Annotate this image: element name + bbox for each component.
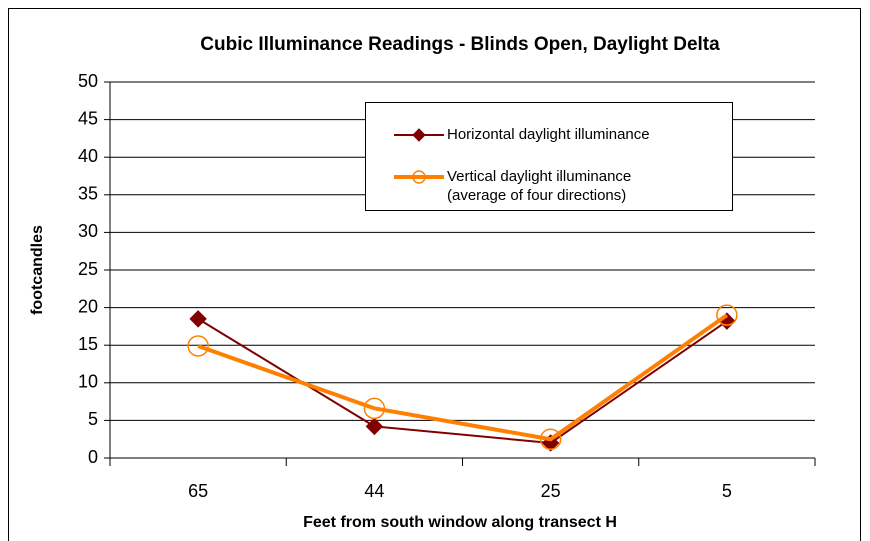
x-tick-label: 65 (188, 481, 208, 501)
y-tick-label: 45 (78, 108, 98, 128)
legend-swatch (394, 128, 444, 142)
y-tick-label: 40 (78, 146, 98, 166)
marker (365, 417, 384, 436)
marker (716, 304, 738, 326)
marker (363, 397, 386, 420)
y-tick-label: 30 (78, 221, 98, 241)
y-tick-label: 0 (88, 447, 98, 467)
y-tick-label: 50 (78, 71, 98, 91)
series-line (197, 318, 728, 444)
x-axis-title: Feet from south window along transect H (303, 514, 617, 531)
y-tick-label: 15 (78, 334, 98, 354)
y-tick-label: 20 (78, 296, 98, 316)
marker (187, 335, 209, 357)
x-tick-label: 5 (722, 481, 732, 501)
legend: Horizontal daylight illuminance Vertical … (365, 102, 733, 211)
chart-title: Cubic Illuminance Readings - Blinds Open… (200, 34, 720, 55)
x-tick-label: 44 (364, 481, 384, 501)
x-tick-label: 25 (541, 481, 561, 501)
y-axis-title: footcandles (29, 225, 46, 315)
y-tick-label: 25 (78, 259, 98, 279)
chart-frame (8, 8, 861, 541)
y-tick-label: 35 (78, 184, 98, 204)
marker (189, 310, 207, 328)
y-tick-label: 5 (88, 409, 98, 429)
legend-label: Vertical daylight illuminance (average o… (447, 168, 632, 204)
marker (539, 428, 562, 450)
y-tick-label: 10 (78, 372, 98, 392)
legend-label: Horizontal daylight illuminance (447, 126, 650, 143)
legend-swatch (394, 170, 444, 184)
marker (412, 128, 426, 142)
marker (412, 170, 426, 184)
series-line (197, 313, 729, 442)
